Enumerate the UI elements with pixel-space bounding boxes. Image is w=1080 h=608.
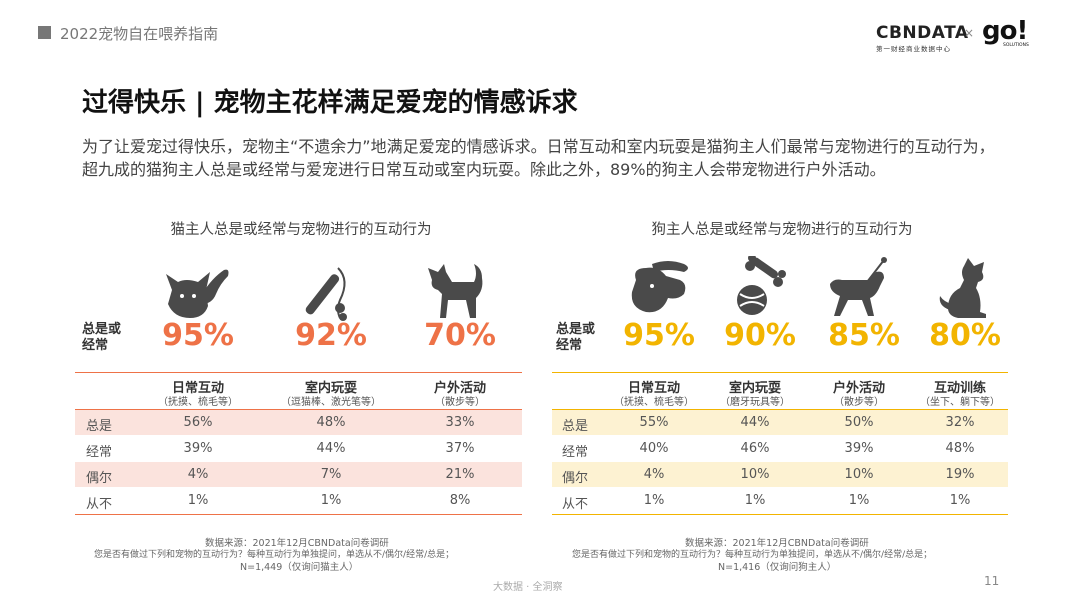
cat-pct-label-line2: 经常	[82, 338, 109, 353]
dog-cell: 48%	[945, 441, 975, 456]
cat-pct-outdoor: 70%	[424, 318, 496, 353]
cat-teaser-icon	[305, 267, 347, 321]
cat-col-sub-outdoor: （散步等）	[435, 397, 485, 408]
cat-row-label-never: 从不	[86, 497, 113, 512]
cat-cell: 7%	[320, 467, 342, 482]
dog-col-head-indoor: 室内玩耍	[728, 381, 781, 396]
dog-col-sub-indoor: （磨牙玩具等）	[720, 397, 790, 408]
dog-cell: 55%	[639, 415, 669, 430]
dog-table-bottom-line	[552, 514, 1008, 515]
cat-col-sub-daily: （抚摸、梳毛等）	[158, 397, 238, 408]
cat-row-bg-always	[75, 410, 522, 435]
dog-row-label-always: 总是	[562, 419, 589, 434]
dog-bone-ball-icon	[737, 256, 786, 315]
cbndata-logo-subtitle: 第一财经商业数据中心	[876, 45, 951, 53]
go-logo-subtitle: SOLUTIONS	[1003, 43, 1029, 48]
dog-row-label-sometimes: 偶尔	[562, 471, 589, 486]
page-title: 过得快乐 | 宠物主花样满足爱宠的情感诉求	[82, 88, 578, 118]
cat-col-head-outdoor: 户外活动	[433, 381, 486, 396]
cat-cell: 21%	[445, 467, 475, 482]
cat-walking-icon	[428, 264, 483, 318]
dog-col-head-daily: 日常互动	[627, 381, 680, 396]
dog-table-top-line	[552, 372, 1008, 373]
dog-cell: 4%	[643, 467, 665, 482]
dog-pct-outdoor: 85%	[828, 318, 900, 353]
dog-pct-label-line2: 经常	[556, 338, 583, 353]
dog-cell: 40%	[639, 441, 669, 456]
dog-col-sub-training: （坐下、躺下等）	[920, 397, 1000, 408]
footer-brand: 大数据 · 全洞察	[493, 582, 563, 593]
dog-question-note: 您是否有做过下列和宠物的互动行为？每种互动行为单独提问，单选从不/偶尔/经常/总…	[572, 550, 933, 560]
dog-sample-note: N=1,416（仅询问狗主人）	[718, 562, 837, 573]
dog-cell: 50%	[844, 415, 874, 430]
dog-source-note: 数据来源：2021年12月CBNData问卷调研	[685, 538, 869, 549]
page-number: 11	[984, 574, 1000, 588]
cat-table-bottom-line	[75, 514, 522, 515]
dog-sitting-icon	[939, 258, 986, 318]
dog-col-head-outdoor: 户外活动	[832, 381, 885, 396]
cat-cell: 4%	[187, 467, 209, 482]
dog-pct-indoor: 90%	[724, 318, 796, 353]
dog-pct-training: 80%	[929, 318, 1001, 353]
dog-col-head-training: 互动训练	[933, 381, 986, 396]
cat-col-head-daily: 日常互动	[171, 381, 224, 396]
dog-row-bg-sometimes	[552, 462, 1008, 487]
dog-row-bg-always	[552, 410, 1008, 435]
dog-cell: 39%	[844, 441, 874, 456]
dog-cell: 46%	[740, 441, 770, 456]
cat-table-header-line	[75, 409, 522, 410]
intro-paragraph: 为了让爱宠过得快乐，宠物主“不遗余力”地满足爱宠的情感诉求。日常互动和室内玩耍是…	[82, 137, 995, 179]
cat-col-head-indoor: 室内玩耍	[304, 381, 357, 396]
cat-cell: 1%	[320, 493, 342, 508]
cat-cell: 56%	[183, 415, 213, 430]
cat-stroking-icon	[166, 269, 229, 318]
dog-pct-daily: 95%	[623, 318, 695, 353]
cat-cell: 37%	[445, 441, 475, 456]
dog-cell: 1%	[643, 493, 665, 508]
dog-cell: 1%	[744, 493, 766, 508]
dog-cell: 1%	[949, 493, 971, 508]
dog-cell: 44%	[740, 415, 770, 430]
cat-cell: 8%	[449, 493, 471, 508]
cat-question-note: 您是否有做过下列和宠物的互动行为？每种互动行为单独提问，单选从不/偶尔/经常/总…	[94, 550, 455, 560]
logo-separator: ×	[964, 26, 975, 40]
cbndata-logo: CBNDATA	[876, 23, 969, 43]
cat-cell: 33%	[445, 415, 475, 430]
dog-col-sub-outdoor: （散步等）	[834, 397, 884, 408]
go-logo: go!	[982, 16, 1028, 46]
cat-row-label-often: 经常	[86, 445, 113, 460]
dog-cell: 10%	[740, 467, 770, 482]
cat-pct-daily: 95%	[162, 318, 234, 353]
dog-table-header-line	[552, 409, 1008, 410]
dog-col-sub-daily: （抚摸、梳毛等）	[614, 397, 694, 408]
cat-pct-indoor: 92%	[295, 318, 367, 353]
dog-pct-label-line1: 总是或	[556, 322, 596, 337]
dog-cell: 19%	[945, 467, 975, 482]
dog-row-label-often: 经常	[562, 445, 589, 460]
cat-row-bg-sometimes	[75, 462, 522, 487]
cat-cell: 44%	[316, 441, 346, 456]
cat-row-label-sometimes: 偶尔	[86, 471, 113, 486]
cat-cell: 48%	[316, 415, 346, 430]
dog-cell: 10%	[844, 467, 874, 482]
dog-stroking-icon	[631, 261, 688, 313]
report-tag: 2022宠物自在喂养指南	[60, 25, 219, 43]
dog-row-label-never: 从不	[562, 497, 589, 512]
cat-cell: 39%	[183, 441, 213, 456]
cat-source-note: 数据来源：2021年12月CBNData问卷调研	[205, 538, 389, 549]
cat-table-title: 猫主人总是或经常与宠物进行的互动行为	[170, 222, 432, 238]
cat-sample-note: N=1,449（仅询问猫主人）	[240, 562, 359, 573]
cat-pct-label-line1: 总是或	[82, 322, 122, 337]
cat-table-top-line	[75, 372, 522, 373]
dog-cell: 32%	[945, 415, 975, 430]
dog-table-title: 狗主人总是或经常与宠物进行的互动行为	[651, 222, 913, 238]
cat-cell: 1%	[187, 493, 209, 508]
dog-cell: 1%	[848, 493, 870, 508]
header-square-marker	[38, 26, 51, 39]
cat-row-label-always: 总是	[86, 419, 113, 434]
dog-on-leash-icon	[830, 257, 887, 316]
cat-col-sub-indoor: （逗猫棒、激光笔等）	[281, 397, 381, 408]
